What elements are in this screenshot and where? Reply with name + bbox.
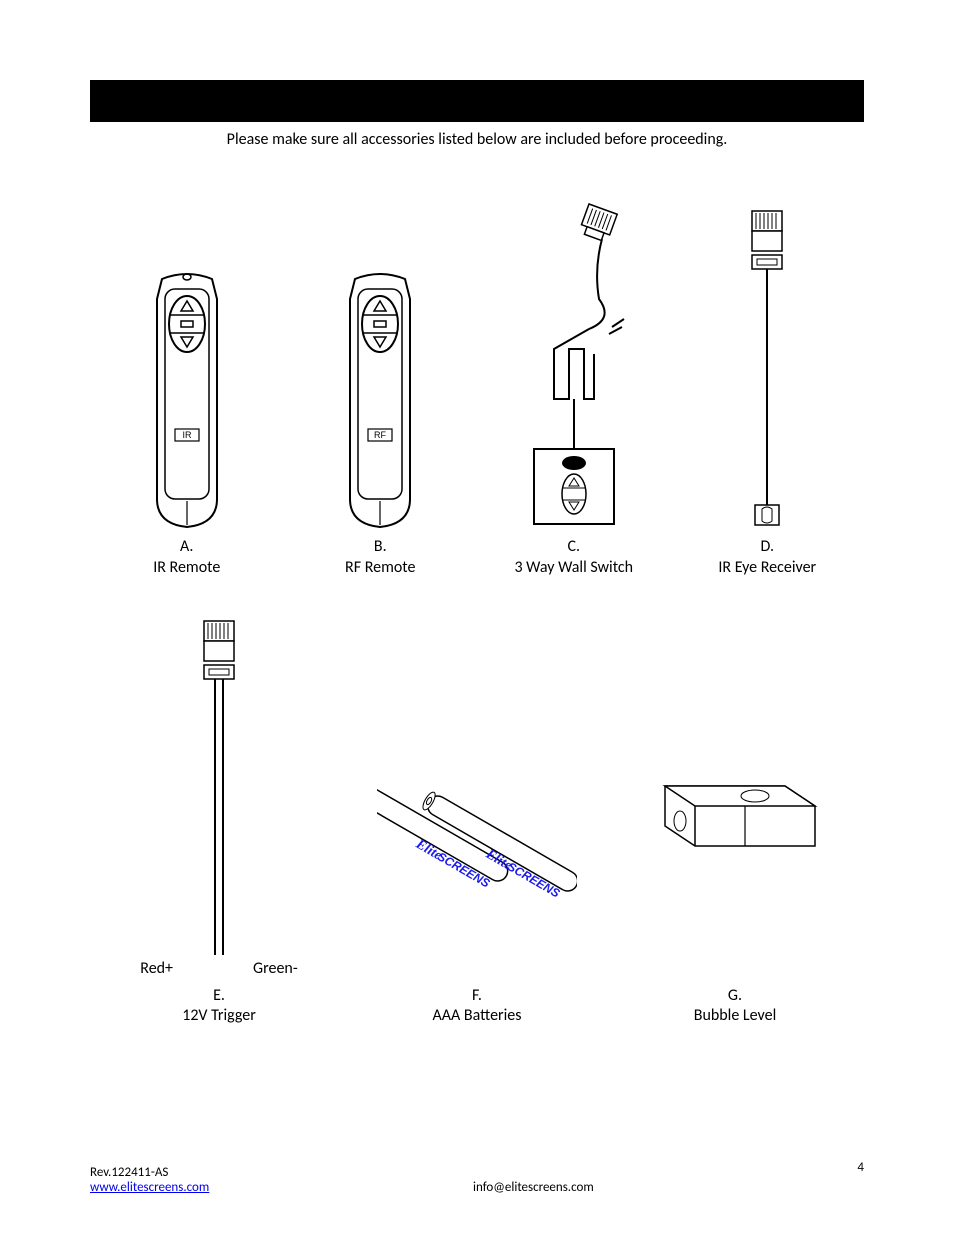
label-e: 12V Trigger (182, 1006, 256, 1025)
caption-e: E. 12V Trigger (90, 986, 348, 1028)
page-footer: Rev.122411-AS www.elitescreens.com info@… (90, 1165, 864, 1195)
label-g: Bubble Level (694, 1006, 776, 1025)
img-ir-remote: IR (90, 189, 284, 529)
label-c: 3 Way Wall Switch (514, 558, 633, 577)
img-bubble-level (606, 656, 864, 956)
section-header-bar (90, 80, 864, 122)
cell-batteries: Elite SCREENS Elite SCREENS F. AAA (348, 656, 606, 1028)
img-rf-remote: RF (284, 189, 478, 529)
cell-trigger: Red+ Green- E. 12V Trigger (90, 619, 348, 1028)
caption-a: A. IR Remote (90, 537, 284, 579)
trigger-green-neg: Green- (253, 959, 298, 978)
cell-ir-remote: IR A. IR Remote (90, 189, 284, 579)
caption-d: D. IR Eye Receiver (671, 537, 865, 579)
letter-a: A. (180, 537, 193, 556)
img-batteries: Elite SCREENS Elite SCREENS (348, 656, 606, 956)
remote-rf-badge: RF (374, 430, 386, 440)
cell-wall-switch: C. 3 Way Wall Switch (477, 189, 671, 579)
img-wall-switch (477, 189, 671, 529)
trigger-red-pos: Red+ (140, 959, 173, 978)
accessory-row-1: IR A. IR Remote (90, 189, 864, 579)
remote-ir-badge: IR (182, 430, 192, 440)
label-a: IR Remote (153, 558, 220, 577)
footer-email: info@elitescreens.com (473, 1180, 594, 1195)
img-trigger (90, 619, 348, 959)
cell-bubble-level: G. Bubble Level (606, 656, 864, 1028)
caption-g: G. Bubble Level (606, 986, 864, 1028)
label-d: IR Eye Receiver (718, 558, 816, 577)
cell-ir-eye: D. IR Eye Receiver (671, 189, 865, 579)
letter-g: G. (728, 986, 742, 1005)
page: Please make sure all accessories listed … (0, 0, 954, 1235)
footer-url-link[interactable]: www.elitescreens.com (90, 1180, 209, 1195)
letter-f: F. (472, 986, 482, 1005)
letter-d: D. (760, 537, 774, 556)
letter-e: E. (213, 986, 225, 1005)
caption-b: B. RF Remote (284, 537, 478, 579)
footer-page-number: 4 (857, 1160, 864, 1175)
accessory-row-2: Red+ Green- E. 12V Trigger Elite SCREENS (90, 619, 864, 1028)
cell-rf-remote: RF B. RF Remote (284, 189, 478, 579)
intro-text: Please make sure all accessories listed … (90, 130, 864, 149)
img-ir-eye (671, 189, 865, 529)
trigger-polarity: Red+ Green- (90, 959, 348, 978)
caption-f: F. AAA Batteries (348, 986, 606, 1028)
caption-c: C. 3 Way Wall Switch (477, 537, 671, 579)
letter-b: B. (374, 537, 387, 556)
letter-c: C. (567, 537, 580, 556)
label-f: AAA Batteries (432, 1006, 521, 1025)
label-b: RF Remote (345, 558, 415, 577)
footer-revision: Rev.122411-AS (90, 1165, 209, 1180)
